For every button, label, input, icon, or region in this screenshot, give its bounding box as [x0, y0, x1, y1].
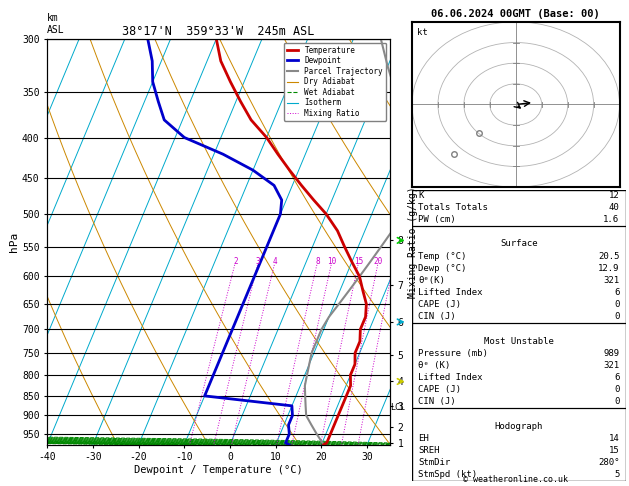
Text: PW (cm): PW (cm): [418, 215, 456, 224]
Text: © weatheronline.co.uk: © weatheronline.co.uk: [464, 474, 568, 484]
Text: CIN (J): CIN (J): [418, 398, 456, 406]
Text: kt: kt: [417, 28, 428, 37]
Text: 321: 321: [603, 361, 620, 370]
Text: 06.06.2024 00GMT (Base: 00): 06.06.2024 00GMT (Base: 00): [431, 9, 600, 19]
Text: 12.9: 12.9: [598, 264, 620, 273]
Text: 3: 3: [256, 258, 260, 266]
Text: 12: 12: [609, 191, 620, 200]
Text: 321: 321: [603, 276, 620, 285]
Text: 10: 10: [327, 258, 337, 266]
Text: CAPE (J): CAPE (J): [418, 385, 462, 394]
Text: Totals Totals: Totals Totals: [418, 203, 488, 212]
Text: SREH: SREH: [418, 446, 440, 455]
Text: Temp (°C): Temp (°C): [418, 252, 467, 260]
Text: 1.6: 1.6: [603, 215, 620, 224]
X-axis label: Dewpoint / Temperature (°C): Dewpoint / Temperature (°C): [134, 465, 303, 475]
Text: LCL: LCL: [390, 402, 405, 412]
Text: StmSpd (kt): StmSpd (kt): [418, 470, 477, 479]
Text: km
ASL: km ASL: [47, 13, 65, 35]
Text: 2: 2: [233, 258, 238, 266]
Text: 0: 0: [614, 300, 620, 309]
Text: Lifted Index: Lifted Index: [418, 373, 483, 382]
Text: 0: 0: [614, 398, 620, 406]
Text: 15: 15: [609, 446, 620, 455]
Y-axis label: hPa: hPa: [9, 232, 19, 252]
Text: 5: 5: [614, 470, 620, 479]
Text: θᵉ(K): θᵉ(K): [418, 276, 445, 285]
Text: 15: 15: [354, 258, 364, 266]
Text: StmDir: StmDir: [418, 458, 450, 467]
Title: 38°17'N  359°33'W  245m ASL: 38°17'N 359°33'W 245m ASL: [123, 25, 314, 38]
Text: 280°: 280°: [598, 458, 620, 467]
Text: Dewp (°C): Dewp (°C): [418, 264, 467, 273]
Text: Surface: Surface: [500, 240, 538, 248]
Text: Most Unstable: Most Unstable: [484, 337, 554, 346]
Text: CAPE (J): CAPE (J): [418, 300, 462, 309]
Text: K: K: [418, 191, 424, 200]
Text: Hodograph: Hodograph: [495, 422, 543, 431]
Text: CIN (J): CIN (J): [418, 312, 456, 321]
Text: 6: 6: [614, 288, 620, 297]
Text: 20.5: 20.5: [598, 252, 620, 260]
Text: 40: 40: [609, 203, 620, 212]
Text: 989: 989: [603, 349, 620, 358]
Text: Pressure (mb): Pressure (mb): [418, 349, 488, 358]
Y-axis label: Mixing Ratio (g/kg): Mixing Ratio (g/kg): [408, 186, 418, 297]
Text: Lifted Index: Lifted Index: [418, 288, 483, 297]
Legend: Temperature, Dewpoint, Parcel Trajectory, Dry Adiabat, Wet Adiabat, Isotherm, Mi: Temperature, Dewpoint, Parcel Trajectory…: [284, 43, 386, 121]
Text: 8: 8: [315, 258, 320, 266]
Text: 0: 0: [614, 385, 620, 394]
Text: 14: 14: [609, 434, 620, 443]
Text: θᵉ (K): θᵉ (K): [418, 361, 450, 370]
Text: 20: 20: [374, 258, 383, 266]
Text: 4: 4: [273, 258, 277, 266]
Text: 6: 6: [614, 373, 620, 382]
Text: EH: EH: [418, 434, 429, 443]
Text: 0: 0: [614, 312, 620, 321]
